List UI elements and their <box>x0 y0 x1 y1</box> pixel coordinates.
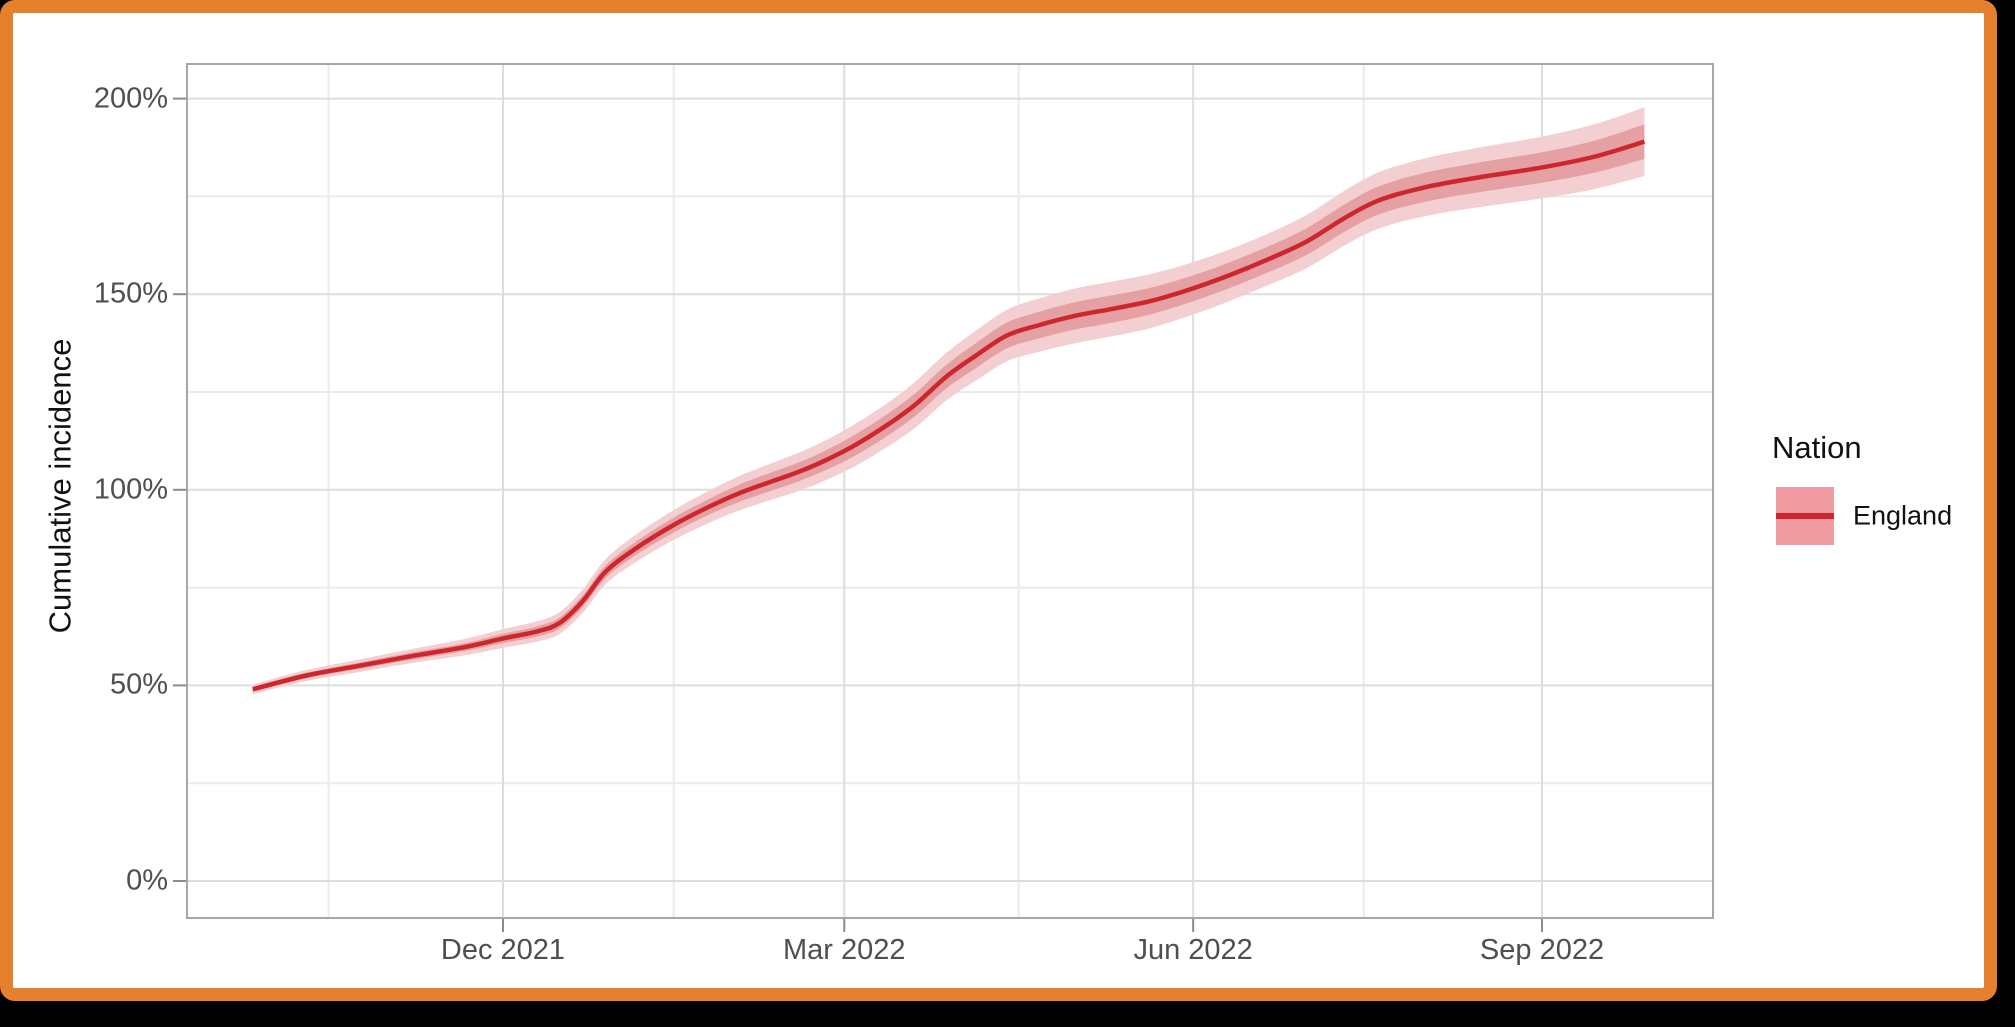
y-tick-label: 100% <box>93 473 168 506</box>
x-tick-label: Mar 2022 <box>783 934 906 966</box>
legend-key-england <box>1776 487 1834 545</box>
y-tick-label: 200% <box>93 82 168 115</box>
y-tick-label: 150% <box>93 277 168 310</box>
chart-card <box>0 0 1997 1001</box>
x-tick-label: Sep 2022 <box>1479 934 1605 966</box>
legend-title: Nation <box>1772 430 1862 465</box>
y-axis-title: Cumulative incidence <box>42 338 78 634</box>
x-tick-label: Jun 2022 <box>1133 934 1253 966</box>
y-tick-label: 0% <box>126 864 168 897</box>
legend-label-england: England <box>1853 500 1953 531</box>
x-tick-label: Dec 2021 <box>440 934 566 966</box>
legend-line-icon <box>1776 513 1834 519</box>
y-tick-label: 50% <box>109 668 168 701</box>
